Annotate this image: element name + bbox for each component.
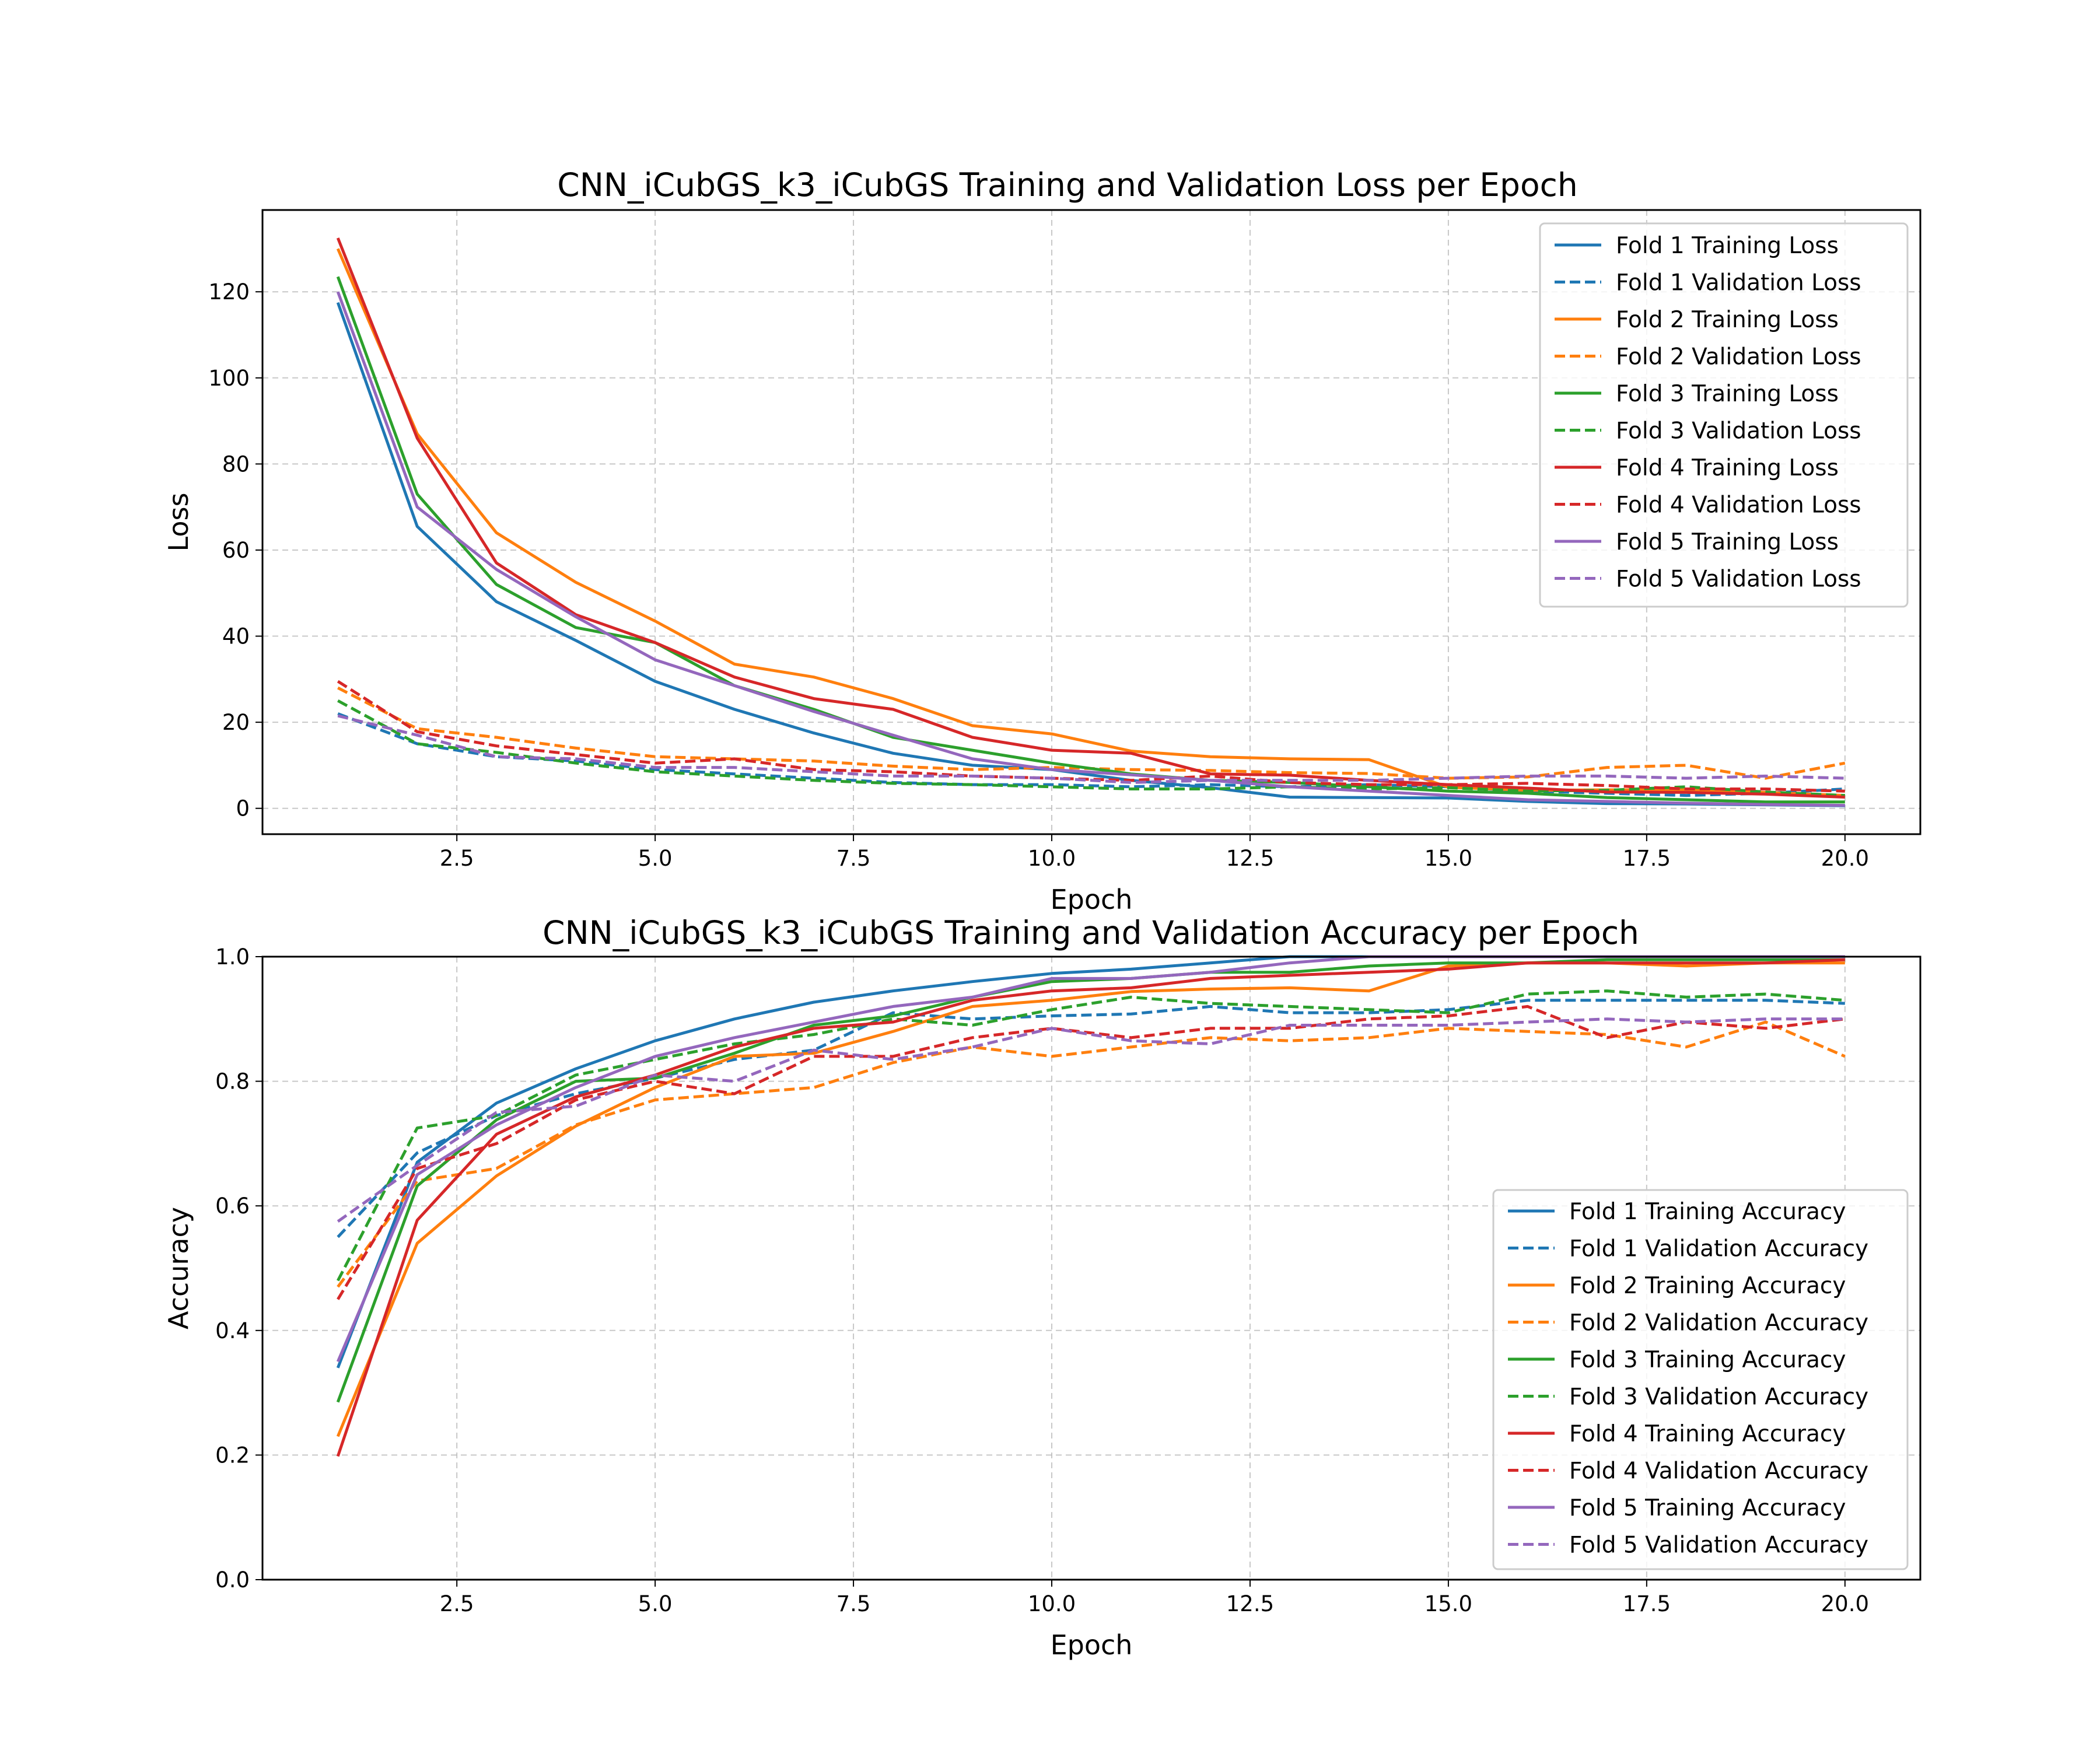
accuracy-y-tick-label: 0.0 [215, 1567, 250, 1592]
accuracy-legend-label: Fold 4 Validation Accuracy [1569, 1458, 1868, 1485]
accuracy-legend-label: Fold 5 Training Accuracy [1569, 1495, 1846, 1521]
loss-y-tick-label: 100 [208, 366, 250, 391]
loss-series-fold-1-training-loss [336, 302, 1845, 807]
accuracy-legend: Fold 1 Training Accuracy Fold 1 Validatio… [1492, 1189, 1909, 1570]
loss-x-axis-label: Epoch [1051, 884, 1133, 915]
accuracy-legend-label: Fold 1 Training Accuracy [1569, 1199, 1846, 1225]
loss-y-axis-label: Loss [163, 493, 194, 552]
loss-series-group [336, 237, 1846, 807]
loss-x-tick-label: 7.5 [836, 846, 871, 871]
accuracy-y-tick-label: 0.8 [215, 1069, 250, 1094]
loss-x-tick-label: 2.5 [440, 846, 474, 871]
accuracy-x-tick-label: 5.0 [638, 1591, 673, 1616]
loss-legend-label: Fold 3 Validation Loss [1616, 418, 1861, 444]
loss-x-tick-label: 20.0 [1821, 846, 1869, 871]
loss-legend-label: Fold 2 Validation Loss [1616, 344, 1861, 370]
accuracy-x-tick-label: 2.5 [440, 1591, 474, 1616]
accuracy-x-tick-label: 20.0 [1821, 1591, 1869, 1616]
accuracy-legend-label: Fold 3 Training Accuracy [1569, 1347, 1846, 1373]
loss-y-tick-label: 80 [222, 452, 250, 477]
accuracy-x-tick-label: 12.5 [1226, 1591, 1274, 1616]
accuracy-series-fold-4-validation-accuracy [337, 1005, 1846, 1300]
accuracy-x-axis-label: Epoch [1051, 1629, 1133, 1661]
accuracy-legend-label: Fold 3 Validation Accuracy [1569, 1384, 1868, 1410]
accuracy-x-tick-label: 15.0 [1424, 1591, 1472, 1616]
accuracy-legend-label: Fold 1 Validation Accuracy [1569, 1236, 1868, 1262]
accuracy-legend-label: Fold 2 Training Accuracy [1569, 1273, 1846, 1299]
accuracy-y-axis-label: Accuracy [163, 1207, 194, 1329]
accuracy-x-tick-label: 7.5 [836, 1591, 871, 1616]
loss-y-tick-label: 40 [222, 624, 250, 649]
loss-plot-frame [261, 209, 1922, 835]
loss-x-tick-label: 15.0 [1424, 846, 1472, 871]
loss-legend-label: Fold 1 Validation Loss [1616, 270, 1861, 296]
loss-x-ticks: 2.5 5.0 7.5 10.0 12.5 15.0 17.5 20.0 [440, 834, 1869, 871]
loss-y-tick-label: 60 [222, 538, 250, 563]
accuracy-legend-label: Fold 5 Validation Accuracy [1569, 1532, 1868, 1559]
accuracy-y-tick-label: 1.0 [215, 944, 250, 970]
loss-series-fold-3-training-loss [336, 276, 1845, 804]
loss-series-fold-1-validation-loss [337, 712, 1845, 797]
loss-chart-title: CNN_iCubGS_k3_iCubGS Training and Valida… [557, 166, 1577, 204]
accuracy-series-fold-5-validation-accuracy [337, 1017, 1845, 1223]
loss-legend-label: Fold 2 Training Loss [1616, 307, 1839, 333]
loss-x-tick-label: 10.0 [1028, 846, 1076, 871]
loss-legend-label: Fold 1 Training Loss [1616, 233, 1839, 259]
accuracy-x-tick-label: 10.0 [1028, 1591, 1076, 1616]
loss-x-tick-label: 17.5 [1623, 846, 1671, 871]
loss-series-fold-4-training-loss [336, 237, 1845, 799]
loss-legend-label: Fold 4 Training Loss [1616, 455, 1839, 481]
accuracy-y-tick-label: 0.2 [215, 1443, 250, 1468]
loss-y-tick-label: 0 [236, 796, 250, 821]
accuracy-legend-box [1492, 1189, 1909, 1570]
accuracy-series-fold-1-validation-accuracy [337, 999, 1845, 1238]
accuracy-y-tick-label: 0.4 [215, 1318, 250, 1343]
accuracy-legend-label: Fold 2 Validation Accuracy [1569, 1310, 1868, 1336]
accuracy-series-fold-4-training-accuracy [336, 958, 1845, 1457]
accuracy-y-ticks: 0.0 0.2 0.4 0.6 0.8 1.0 [215, 944, 262, 1592]
accuracy-chart: CNN_iCubGS_k3_iCubGS Training and Valida… [163, 914, 1922, 1661]
accuracy-y-tick-label: 0.6 [215, 1194, 250, 1219]
loss-y-ticks: 0 20 40 60 80 100 120 [208, 279, 262, 821]
loss-series-fold-4-validation-loss [337, 680, 1845, 793]
accuracy-legend-label: Fold 4 Training Accuracy [1569, 1421, 1846, 1447]
accuracy-series-fold-2-validation-accuracy [337, 1020, 1846, 1288]
loss-series-fold-5-training-loss [336, 291, 1845, 807]
loss-y-tick-label: 20 [222, 710, 250, 735]
loss-x-tick-label: 5.0 [638, 846, 673, 871]
accuracy-x-tick-label: 17.5 [1623, 1591, 1671, 1616]
accuracy-legend-entries: Fold 1 Training Accuracy Fold 1 Validatio… [1508, 1199, 1868, 1559]
loss-chart: CNN_iCubGS_k3_iCubGS Training and Valida… [163, 166, 1922, 915]
accuracy-chart-title: CNN_iCubGS_k3_iCubGS Training and Valida… [542, 914, 1639, 951]
loss-legend-label: Fold 3 Training Loss [1616, 381, 1839, 407]
loss-y-tick-label: 120 [208, 279, 250, 304]
loss-legend-label: Fold 5 Training Loss [1616, 529, 1839, 555]
accuracy-x-ticks: 2.5 5.0 7.5 10.0 12.5 15.0 17.5 20.0 [440, 1580, 1869, 1616]
loss-legend-entries: Fold 1 Training Loss Fold 1 Validation Lo… [1555, 233, 1861, 593]
loss-legend-label: Fold 5 Validation Loss [1616, 566, 1861, 593]
accuracy-series-fold-3-validation-accuracy [336, 989, 1845, 1282]
loss-legend-label: Fold 4 Validation Loss [1616, 492, 1861, 519]
loss-legend: Fold 1 Training Loss Fold 1 Validation Lo… [1539, 222, 1909, 608]
loss-series-fold-5-validation-loss [337, 714, 1845, 784]
loss-legend-box [1539, 222, 1909, 608]
loss-x-tick-label: 12.5 [1226, 846, 1274, 871]
accuracy-plot-frame [261, 956, 1922, 1581]
